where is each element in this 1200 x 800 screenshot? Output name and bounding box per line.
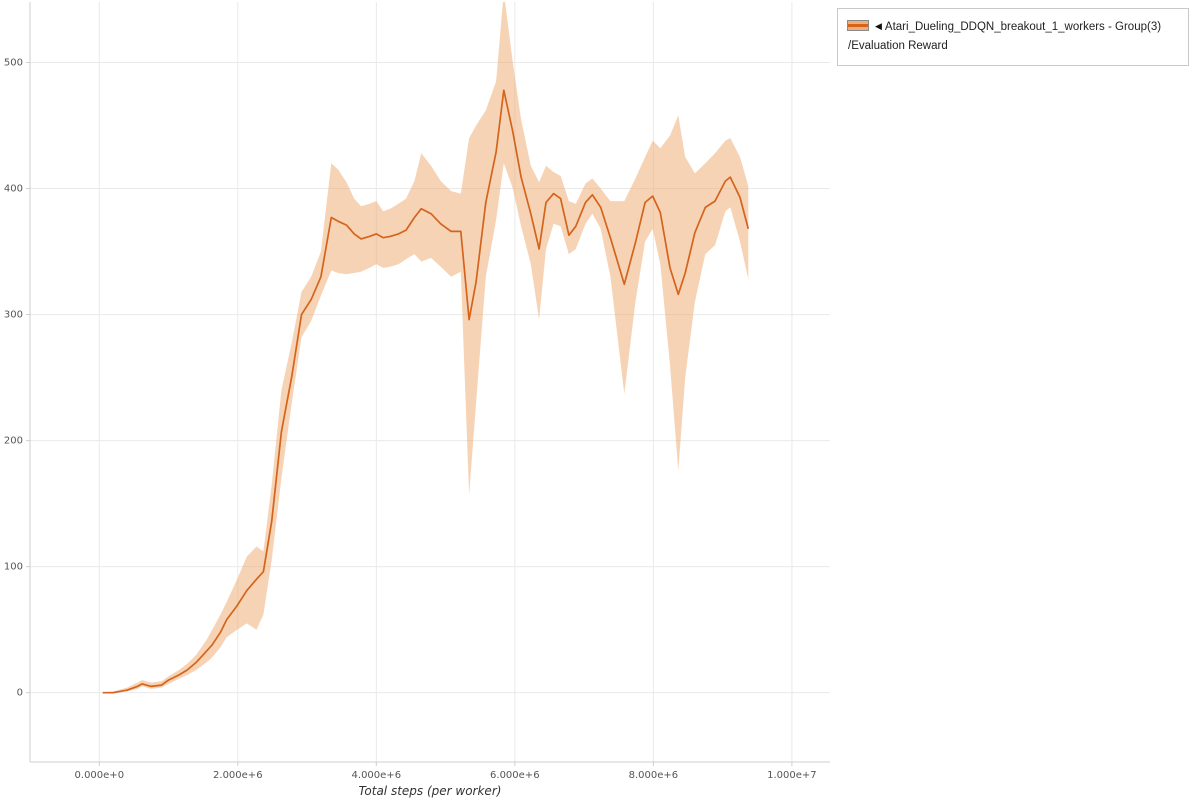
legend-swatch <box>847 20 869 31</box>
y-tick-label: 200 <box>4 436 23 447</box>
y-tick-label: 400 <box>4 184 23 195</box>
x-tick-label: 0.000e+0 <box>75 770 125 781</box>
y-tick-label: 0 <box>17 688 23 699</box>
x-tick-label: 2.000e+6 <box>213 770 263 781</box>
y-tick-label: 100 <box>4 562 23 573</box>
x-tick-label: 8.000e+6 <box>629 770 679 781</box>
reward-chart[interactable]: 0.000e+0 2.000e+6 4.000e+6 6.000e+6 8.000e+6… <box>0 0 840 800</box>
x-tick-label: 1.000e+7 <box>767 770 817 781</box>
legend-line1: ◀ Atari_Dueling_DDQN_breakout_1_workers -… <box>847 18 1179 37</box>
axis-lines <box>26 2 830 766</box>
legend-swatch-line <box>848 24 868 27</box>
y-tick-label: 300 <box>4 310 23 321</box>
x-tick-label: 4.000e+6 <box>352 770 402 781</box>
x-tick-label: 6.000e+6 <box>490 770 540 781</box>
tick-labels: 0.000e+0 2.000e+6 4.000e+6 6.000e+6 8.000e+6… <box>4 58 817 782</box>
y-tick-label: 500 <box>4 58 23 69</box>
x-axis-title: Total steps (per worker) <box>359 784 502 798</box>
legend-collapse-icon[interactable]: ◀ <box>875 21 882 31</box>
gridlines <box>30 2 830 762</box>
legend-series-name: Atari_Dueling_DDQN_breakout_1_workers - … <box>884 21 1162 33</box>
mean-line <box>102 89 750 694</box>
confidence-band <box>102 2 749 693</box>
legend-metric-name: /Evaluation Reward <box>848 39 948 52</box>
legend-item[interactable]: ◀ Atari_Dueling_DDQN_breakout_1_workers -… <box>837 8 1189 66</box>
plot-area[interactable]: 0.000e+0 2.000e+6 4.000e+6 6.000e+6 8.000e+6… <box>0 0 840 800</box>
